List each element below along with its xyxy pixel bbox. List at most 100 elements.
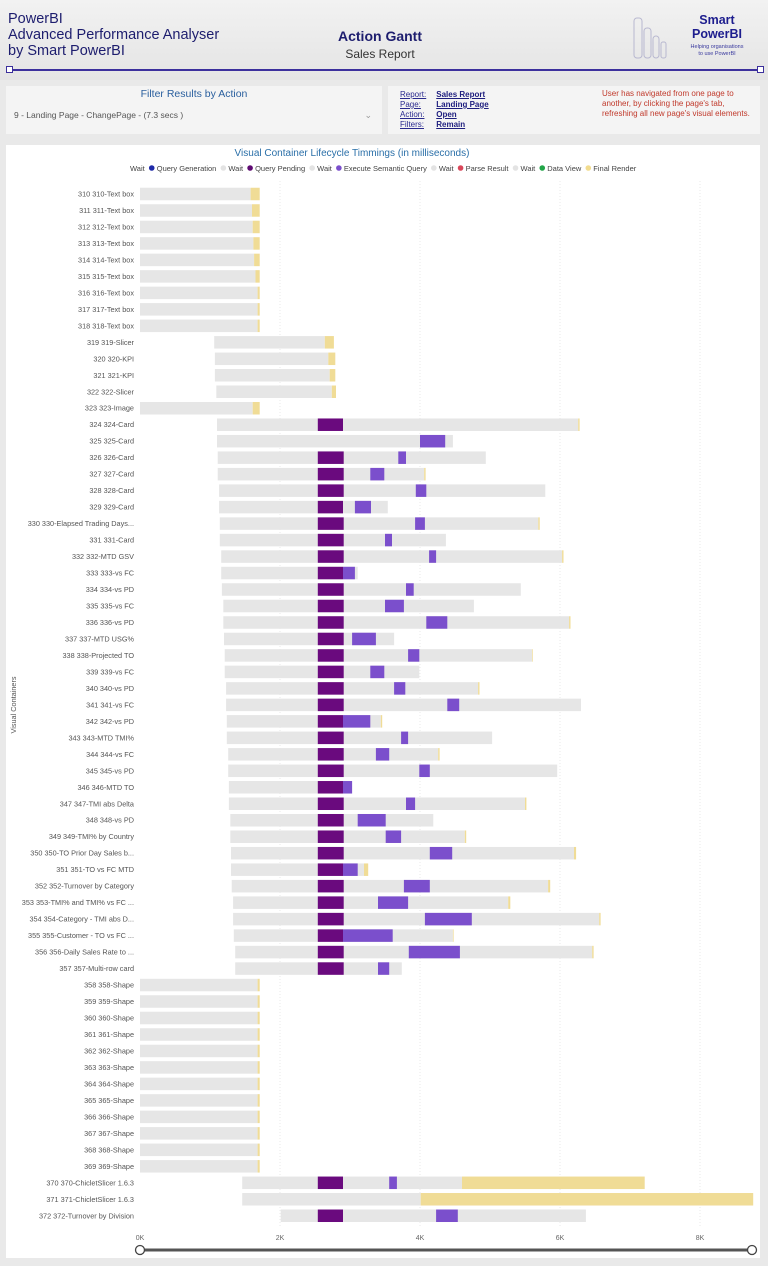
slider-handle-end[interactable] [746,1244,758,1256]
gantt-row[interactable]: 316 316-Text box [78,286,260,300]
gantt-row[interactable]: 361 361-Shape [84,1028,260,1041]
gantt-row[interactable]: 370 370-ChicletSlicer 1.6.3 [46,1176,645,1190]
gantt-row[interactable]: 347 347-TMI abs Delta [60,797,527,811]
gantt-row[interactable]: 360 360-Shape [84,1011,260,1025]
x-tick-label: 8K [696,1235,705,1242]
gantt-row[interactable]: 343 343-MTD TMI% [68,731,493,745]
gantt-row[interactable]: 359 359-Shape [84,995,260,1008]
query-pending-segment [317,665,344,679]
gantt-row[interactable]: 314 314-Text box [78,253,260,267]
action-dropdown[interactable]: 9 - Landing Page - ChangePage - (7.3 sec… [14,106,376,124]
gantt-row[interactable]: 330 330-Elapsed Trading Days... [28,517,540,530]
gantt-row[interactable]: 321 321-KPI [93,369,336,382]
gantt-row[interactable]: 337 337-MTD USG% [65,632,395,646]
execute-query-segment [343,781,353,794]
legend-item[interactable]: Data View [539,164,582,173]
legend-item[interactable]: Query Pending [247,164,305,173]
gantt-row[interactable]: 319 319-Slicer [87,336,334,349]
gantt-row[interactable]: 328 328-Card [89,484,546,497]
legend-item[interactable]: Wait [130,164,146,173]
gantt-row[interactable]: 372 372-Turnover by Division [39,1209,586,1223]
info-value[interactable]: Remain [436,120,466,129]
gantt-row[interactable]: 333 333-vs FC [86,566,358,580]
gantt-row[interactable]: 327 327-Card [89,467,426,481]
gantt-row[interactable]: 354 354-Category - TMI abs D... [29,912,601,926]
execute-query-segment [436,1209,458,1223]
gantt-row[interactable]: 340 340-vs PD [86,682,480,695]
legend-item[interactable]: Parse Result [457,164,510,173]
gantt-row[interactable]: 352 352-Turnover by Category [35,879,551,893]
gantt-row[interactable]: 317 317-Text box [78,303,260,316]
gantt-row[interactable]: 368 368-Shape [84,1143,260,1157]
gantt-row[interactable]: 369 369-Shape [84,1160,260,1173]
legend-item[interactable]: Query Generation [148,164,216,173]
gantt-row[interactable]: 318 318-Text box [78,319,260,333]
row-label: 322 322-Slicer [87,387,135,396]
execute-query-segment [370,467,385,481]
gantt-row[interactable]: 364 364-Shape [84,1077,260,1091]
execute-query-segment [415,484,427,497]
legend-item[interactable]: Wait [431,164,454,173]
query-pending-segment [317,517,344,530]
gantt-row[interactable]: 339 339-vs FC [86,665,420,679]
gantt-row[interactable]: 355 355-Customer - TO vs FC ... [28,929,454,942]
gantt-row[interactable]: 371 371-ChicletSlicer 1.6.3 [46,1193,754,1206]
gantt-row[interactable]: 341 341-vs FC [86,698,581,712]
final-render-segment [592,945,594,959]
gantt-row[interactable]: 326 326-Card [89,451,486,464]
legend-item[interactable]: Wait [512,164,536,173]
legend-item[interactable]: Wait [309,164,333,173]
gantt-row[interactable]: 358 358-Shape [84,978,260,992]
gantt-row[interactable]: 313 313-Text box [78,237,260,250]
gantt-row[interactable]: 357 357-Multi-row card [59,962,402,975]
gantt-row[interactable]: 342 342-vs PD [86,715,383,728]
y-axis-label: Visual Containers [9,676,18,733]
gantt-row[interactable]: 335 335-vs FC [86,599,474,613]
x-tick-label: 0K [136,1235,145,1242]
query-pending-segment [317,781,343,794]
gantt-row[interactable]: 312 312-Text box [78,220,260,234]
gantt-row[interactable]: 338 338-Projected TO [62,649,533,662]
gantt-row[interactable]: 344 344-vs FC [86,748,440,761]
legend-item[interactable]: Final Render [585,164,637,173]
gantt-row[interactable]: 332 332-MTD GSV [72,550,564,563]
gantt-row[interactable]: 362 362-Shape [84,1044,260,1058]
gantt-row[interactable]: 350 350-TO Prior Day Sales b... [30,846,577,860]
range-slider[interactable] [134,1244,758,1256]
legend-label: Wait [228,164,244,173]
legend-item[interactable]: Wait [220,164,244,173]
query-pending-segment [317,484,344,497]
gantt-row[interactable]: 320 320-KPI [93,352,336,366]
gantt-row[interactable]: 348 348-vs PD [86,813,434,827]
info-value[interactable]: Open [436,110,457,119]
info-value[interactable]: Landing Page [436,100,489,109]
gantt-row[interactable]: 315 315-Text box [78,270,260,283]
gantt-row[interactable]: 346 346-MTD TO [77,781,353,794]
gantt-row[interactable]: 363 363-Shape [84,1061,260,1074]
gantt-row[interactable]: 353 353-TMI% and TMI% vs FC ... [22,896,511,909]
gantt-row[interactable]: 334 334-vs PD [86,583,521,596]
gantt-row[interactable]: 365 365-Shape [84,1094,260,1107]
gantt-row[interactable]: 351 351-TO vs FC MTD [56,863,369,876]
gantt-row[interactable]: 329 329-Card [89,500,388,514]
gantt-row[interactable]: 349 349-TMI% by Country [49,830,467,843]
gantt-row[interactable]: 325 325-Card [89,434,453,448]
info-label: Action: [400,110,425,119]
info-value[interactable]: Sales Report [436,90,486,99]
gantt-row[interactable]: 311 311-Text box [79,204,260,217]
legend-item[interactable]: Execute Semantic Query [336,164,427,173]
gantt-row[interactable]: 336 336-vs PD [86,616,571,629]
filter-title: Filter Results by Action [140,88,248,100]
gantt-row[interactable]: 323 323-Image [85,401,260,415]
gantt-row[interactable]: 366 366-Shape [84,1110,260,1124]
gantt-row[interactable]: 324 324-Card [89,418,580,431]
gantt-row[interactable]: 356 356-Daily Sales Rate to ... [35,945,594,959]
gantt-row[interactable]: 322 322-Slicer [87,385,336,399]
wait-segment [221,550,563,563]
gantt-row[interactable]: 331 331-Card [89,533,446,547]
gantt-row[interactable]: 345 345-vs PD [86,764,558,778]
slider-handle-start[interactable] [134,1244,146,1256]
gantt-row[interactable]: 367 367-Shape [84,1127,260,1140]
row-label: 339 339-vs FC [86,667,134,676]
gantt-row[interactable]: 310 310-Text box [78,187,260,201]
